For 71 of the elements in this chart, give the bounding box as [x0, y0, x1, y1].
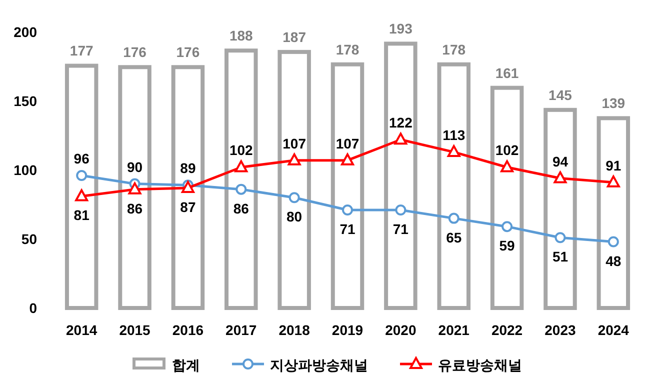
point: [234, 160, 248, 172]
data-label: 102: [229, 142, 254, 158]
point: [394, 132, 408, 145]
data-label: 65: [446, 229, 462, 246]
x-tick-label: 2022: [491, 322, 523, 338]
point: [288, 192, 300, 204]
data-label: 89: [180, 160, 196, 176]
y-tick-label: 200: [14, 24, 38, 40]
point: [288, 153, 301, 166]
data-label: 139: [602, 95, 626, 112]
data-label: 51: [552, 248, 568, 265]
data-label: 107: [282, 135, 306, 152]
point: [342, 204, 353, 216]
point: [500, 160, 514, 172]
data-label: 80: [286, 208, 302, 225]
data-label: 188: [229, 28, 254, 44]
x-tick-label: 2021: [438, 322, 470, 338]
x-tick-label: 2016: [172, 322, 204, 338]
legend-label: 합계: [172, 357, 200, 373]
data-label: 87: [180, 198, 196, 215]
y-tick-label: 50: [21, 231, 38, 247]
point: [554, 232, 566, 244]
point: [76, 170, 88, 182]
point: [448, 212, 460, 224]
point: [447, 145, 460, 158]
x-tick-label: 2023: [544, 322, 576, 338]
data-label: 178: [442, 41, 466, 58]
point: [341, 153, 354, 166]
data-label: 59: [499, 238, 516, 254]
point: [128, 182, 142, 194]
data-label: 107: [336, 135, 360, 152]
x-tick-label: 2014: [66, 322, 98, 338]
x-tick-label: 2015: [119, 322, 151, 338]
data-label: 187: [282, 28, 306, 45]
data-label: 91: [606, 157, 622, 174]
point: [236, 184, 247, 195]
data-label: 96: [74, 150, 90, 167]
data-label: 178: [336, 41, 360, 58]
x-tick-label: 2024: [598, 322, 630, 338]
y-tick-label: 0: [29, 300, 38, 316]
point: [608, 236, 619, 248]
y-tick-label: 150: [14, 93, 38, 109]
data-label: 81: [74, 207, 90, 224]
point: [75, 189, 88, 202]
legend-label: 지상파방송채널: [270, 357, 368, 373]
point: [606, 175, 620, 188]
data-label: 122: [389, 114, 413, 131]
x-tick-label: 2017: [226, 322, 257, 338]
x-tick-label: 2019: [332, 322, 364, 338]
data-label: 113: [442, 127, 466, 144]
data-label: 145: [548, 86, 572, 103]
data-label: 161: [495, 64, 519, 81]
data-label: 86: [126, 200, 143, 216]
x-tick-label: 2020: [385, 322, 416, 338]
point: [395, 204, 406, 216]
data-label: 177: [70, 42, 94, 59]
data-label: 94: [552, 153, 568, 170]
x-tick-label: 2018: [278, 322, 310, 338]
point: [554, 171, 567, 184]
data-label: 193: [389, 20, 413, 37]
data-label: 71: [340, 221, 356, 238]
legend-label: 유료방송채널: [438, 357, 522, 373]
data-label: 71: [392, 221, 409, 238]
y-tick-label: 100: [14, 162, 38, 178]
data-label: 90: [126, 158, 143, 175]
point: [502, 221, 513, 232]
data-label: 86: [233, 200, 250, 216]
data-label: 102: [495, 142, 519, 158]
data-label: 48: [606, 252, 622, 269]
data-label: 176: [176, 44, 200, 60]
data-label: 176: [123, 44, 147, 60]
